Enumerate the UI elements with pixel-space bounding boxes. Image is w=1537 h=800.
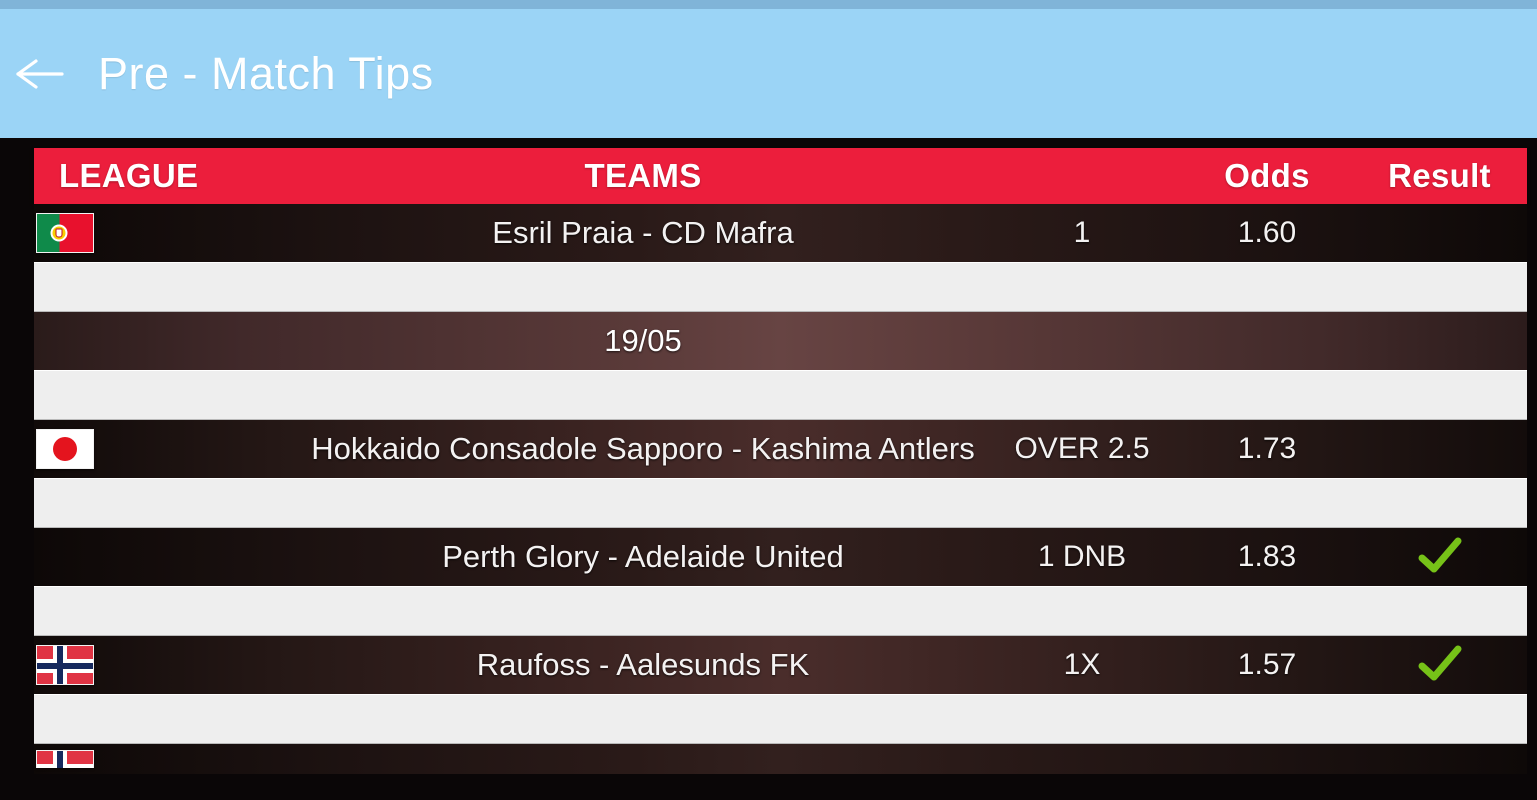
back-arrow-icon[interactable] <box>8 43 70 105</box>
match-pick: 1 <box>1073 216 1091 249</box>
table-row[interactable]: Hokkaido Consadole Sapporo - Kashima Ant… <box>34 420 1527 478</box>
match-teams: Esril Praia - CD Mafra <box>492 215 794 250</box>
match-teams: Hokkaido Consadole Sapporo - Kashima Ant… <box>311 431 975 466</box>
table-row-partial[interactable] <box>34 744 1527 774</box>
check-icon <box>1418 645 1461 681</box>
row-spacer <box>34 478 1527 528</box>
match-pick: 1 DNB <box>1037 540 1127 573</box>
date-label: 19/05 <box>604 323 682 358</box>
japan-flag-icon <box>36 429 94 469</box>
column-header-result: Result <box>1388 157 1491 194</box>
match-pick: OVER 2.5 <box>1014 432 1150 465</box>
row-spacer <box>34 694 1527 744</box>
tips-table: LEAGUE TEAMS Odds Result Esril Praia - C… <box>34 148 1527 774</box>
status-bar-strip <box>0 0 1537 9</box>
column-header-teams: TEAMS <box>584 157 702 194</box>
norway-flag-icon <box>36 750 94 768</box>
table-row[interactable]: Esril Praia - CD Mafra 1 1.60 <box>34 204 1527 262</box>
row-spacer <box>34 262 1527 312</box>
match-result <box>1352 213 1527 253</box>
match-pick: 1X <box>1063 648 1101 681</box>
league-flag-cell <box>34 750 304 768</box>
column-header-league: LEAGUE <box>59 157 199 194</box>
app-bar: Pre - Match Tips <box>0 9 1537 138</box>
check-icon <box>1418 537 1461 573</box>
match-odds: 1.73 <box>1237 432 1297 465</box>
page-body: LEAGUE TEAMS Odds Result Esril Praia - C… <box>0 138 1537 800</box>
match-result <box>1352 645 1527 685</box>
row-spacer <box>34 586 1527 636</box>
match-result <box>1352 537 1527 577</box>
match-odds: 1.60 <box>1237 216 1297 249</box>
match-result <box>1352 429 1527 469</box>
page-title: Pre - Match Tips <box>98 47 434 99</box>
portugal-flag-icon <box>36 213 94 253</box>
match-odds: 1.57 <box>1237 648 1297 681</box>
norway-flag-icon <box>36 645 94 685</box>
date-separator-row: 19/05 <box>34 312 1527 370</box>
row-spacer <box>34 370 1527 420</box>
column-header-odds: Odds <box>1224 157 1310 194</box>
league-flag-cell <box>34 645 304 685</box>
table-row[interactable]: Perth Glory - Adelaide United 1 DNB 1.83 <box>34 528 1527 586</box>
match-odds: 1.83 <box>1237 540 1297 573</box>
table-header-row: LEAGUE TEAMS Odds Result <box>34 148 1527 204</box>
match-teams: Raufoss - Aalesunds FK <box>476 647 810 682</box>
table-row[interactable]: Raufoss - Aalesunds FK 1X 1.57 <box>34 636 1527 694</box>
match-teams: Perth Glory - Adelaide United <box>442 539 844 574</box>
league-flag-cell <box>34 429 304 469</box>
league-flag-cell <box>34 213 304 253</box>
